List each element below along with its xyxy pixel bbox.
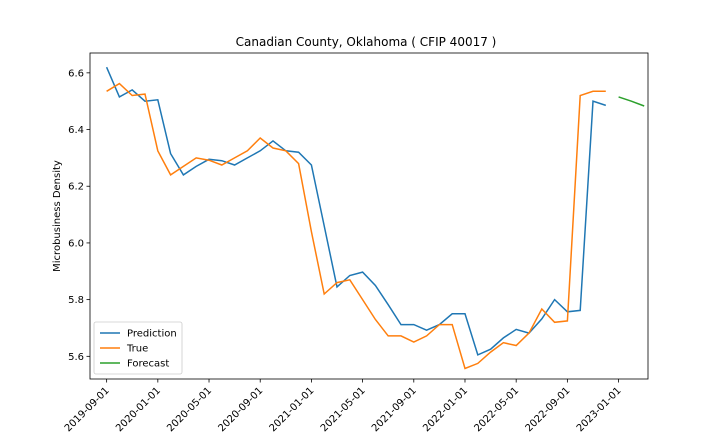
x-tick-label: 2020-01-01	[114, 385, 163, 432]
y-tick-label: 6.0	[68, 238, 84, 249]
y-tick-label: 6.2	[68, 182, 84, 193]
y-axis-label: Microbusiness Density	[52, 160, 63, 272]
legend-label: Forecast	[127, 359, 169, 370]
x-tick-label: 2019-09-01	[63, 385, 112, 432]
x-tick-label: 2020-05-01	[165, 385, 214, 432]
x-tick-label: 2021-09-01	[370, 385, 419, 432]
y-tick-label: 6.6	[68, 68, 84, 79]
y-tick-label: 5.6	[68, 352, 84, 363]
plot-area	[89, 52, 649, 380]
x-tick-label: 2021-05-01	[319, 385, 368, 432]
x-tick-label: 2023-01-01	[575, 385, 624, 432]
legend-box	[93, 321, 183, 375]
x-tick-label: 2022-05-01	[472, 385, 521, 432]
legend-label: Prediction	[127, 329, 177, 340]
series-lines	[105, 66, 645, 370]
legend-label: True	[126, 344, 148, 355]
legend: Prediction True Forecast	[93, 321, 183, 375]
series-line-true	[106, 82, 606, 370]
x-tick-label: 2022-01-01	[421, 385, 470, 432]
series-line-forecast	[618, 96, 645, 107]
x-tick-label: 2021-01-01	[268, 385, 317, 432]
series-line-prediction	[105, 66, 607, 356]
y-tick-label: 6.4	[68, 125, 84, 136]
chart-title: Canadian County, Oklahoma ( CFIP 40017 )	[236, 35, 497, 49]
y-tick-label: 5.8	[68, 295, 84, 306]
x-tick-label: 2022-09-01	[524, 385, 573, 432]
x-tick-label: 2020-09-01	[216, 385, 265, 432]
